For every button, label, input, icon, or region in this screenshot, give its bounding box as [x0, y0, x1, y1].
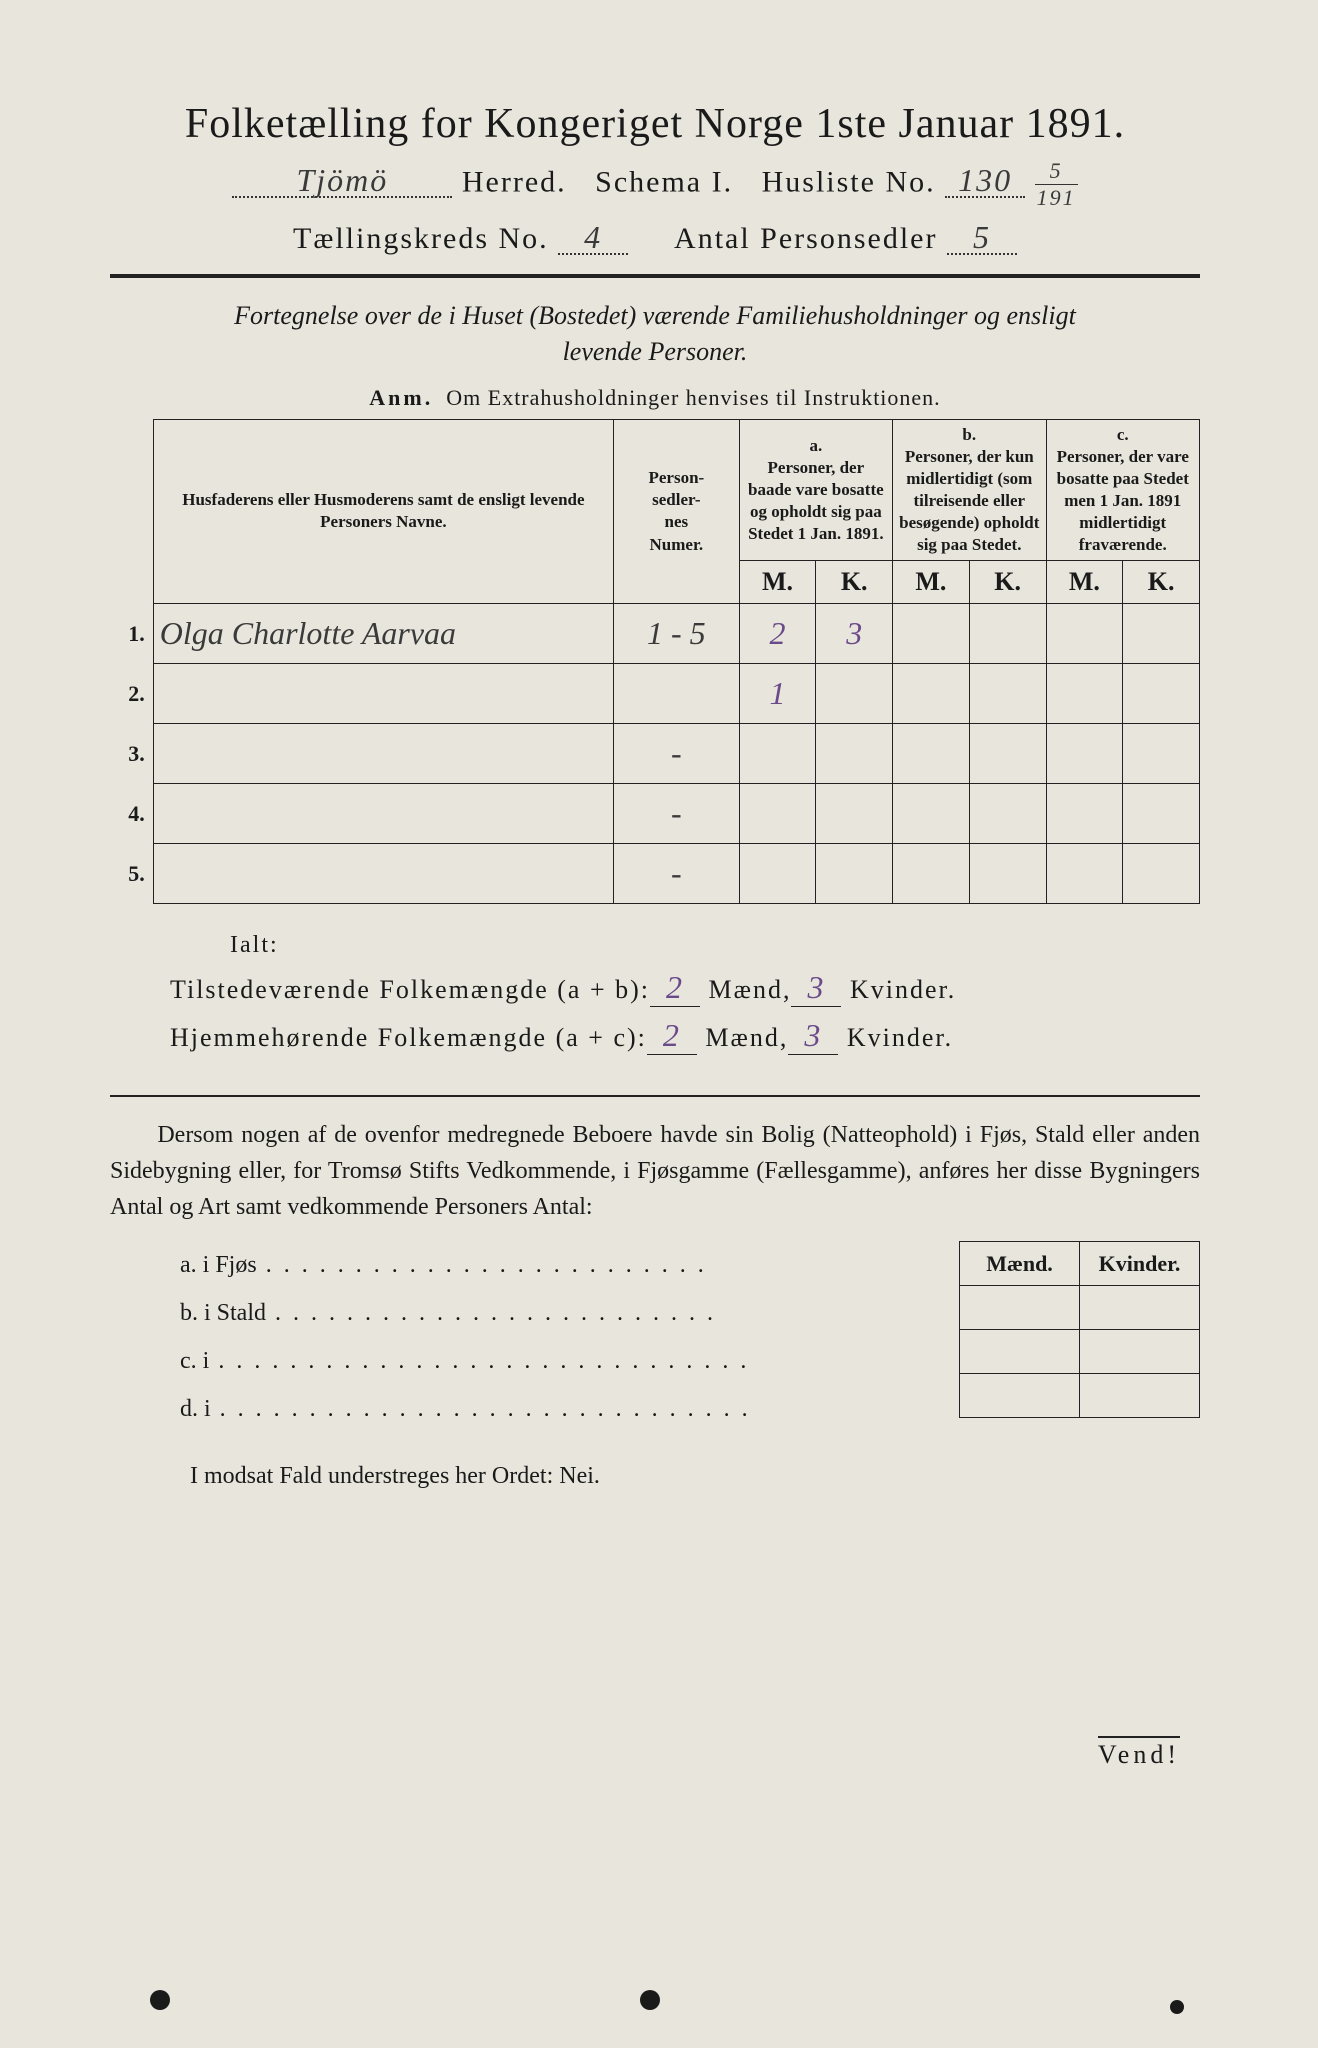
final-line: I modsat Fald understreges her Ordet: Ne…: [190, 1463, 1200, 1490]
subtitle: Fortegnelse over de i Huset (Bostedet) v…: [110, 298, 1200, 371]
col-c: c.Personer, der vare bosatte paa Stedet …: [1046, 419, 1200, 561]
line-kreds: Tællingskreds No. 4 Antal Personsedler 5: [110, 219, 1200, 256]
col-b: b.Personer, der kun midlertidigt (som ti…: [893, 419, 1046, 561]
table-row: 4.-: [110, 784, 1200, 844]
line-herred: Tjömö Herred. Schema I. Husliste No. 130…: [110, 158, 1200, 211]
census-form: Folketælling for Kongeriget Norge 1ste J…: [110, 100, 1200, 1490]
punch-hole-icon: [150, 1990, 170, 2010]
main-title: Folketælling for Kongeriget Norge 1ste J…: [110, 100, 1200, 148]
sum-present: Tilstedeværende Folkemængde (a + b):2 Mæ…: [170, 969, 1200, 1007]
mk-subtable: Mænd.Kvinder.: [959, 1241, 1200, 1418]
sum-resident: Hjemmehørende Folkemængde (a + c):2 Mænd…: [170, 1017, 1200, 1055]
col-names: Husfaderens eller Husmoderens samt de en…: [153, 419, 613, 603]
husliste-fraction: 5 191: [1035, 158, 1078, 211]
schema-label: Schema I.: [595, 165, 733, 198]
herred-label: Herred.: [462, 165, 567, 198]
kreds-label: Tællingskreds No.: [293, 222, 549, 255]
vend-label: Vend!: [1098, 1736, 1180, 1770]
anm-note: Anm. Om Extrahusholdninger henvises til …: [110, 385, 1200, 411]
divider: [110, 274, 1200, 278]
table-row: 3.-: [110, 724, 1200, 784]
punch-hole-icon: [1170, 2000, 1184, 2014]
antal-label: Antal Personsedler: [674, 222, 937, 255]
table-row: 2.1: [110, 664, 1200, 724]
table-row: 5.-: [110, 844, 1200, 904]
col-a: a.Personer, der baade vare bosatte og op…: [739, 419, 892, 561]
punch-hole-icon: [640, 1990, 660, 2010]
husliste-label: Husliste No.: [762, 165, 936, 198]
kreds-value: 4: [584, 219, 602, 255]
outbuilding-paragraph: Dersom nogen af de ovenfor medregnede Be…: [110, 1117, 1200, 1225]
husliste-value: 130: [958, 162, 1012, 198]
herred-value: Tjömö: [296, 162, 388, 198]
antal-value: 5: [973, 219, 991, 255]
ialt-label: Ialt:: [230, 932, 1200, 959]
table-row: 1.Olga Charlotte Aarvaa1 - 523: [110, 604, 1200, 664]
divider: [110, 1095, 1200, 1097]
household-table: Husfaderens eller Husmoderens samt de en…: [110, 419, 1200, 904]
col-numer: Person- sedler- nes Numer.: [614, 419, 740, 603]
